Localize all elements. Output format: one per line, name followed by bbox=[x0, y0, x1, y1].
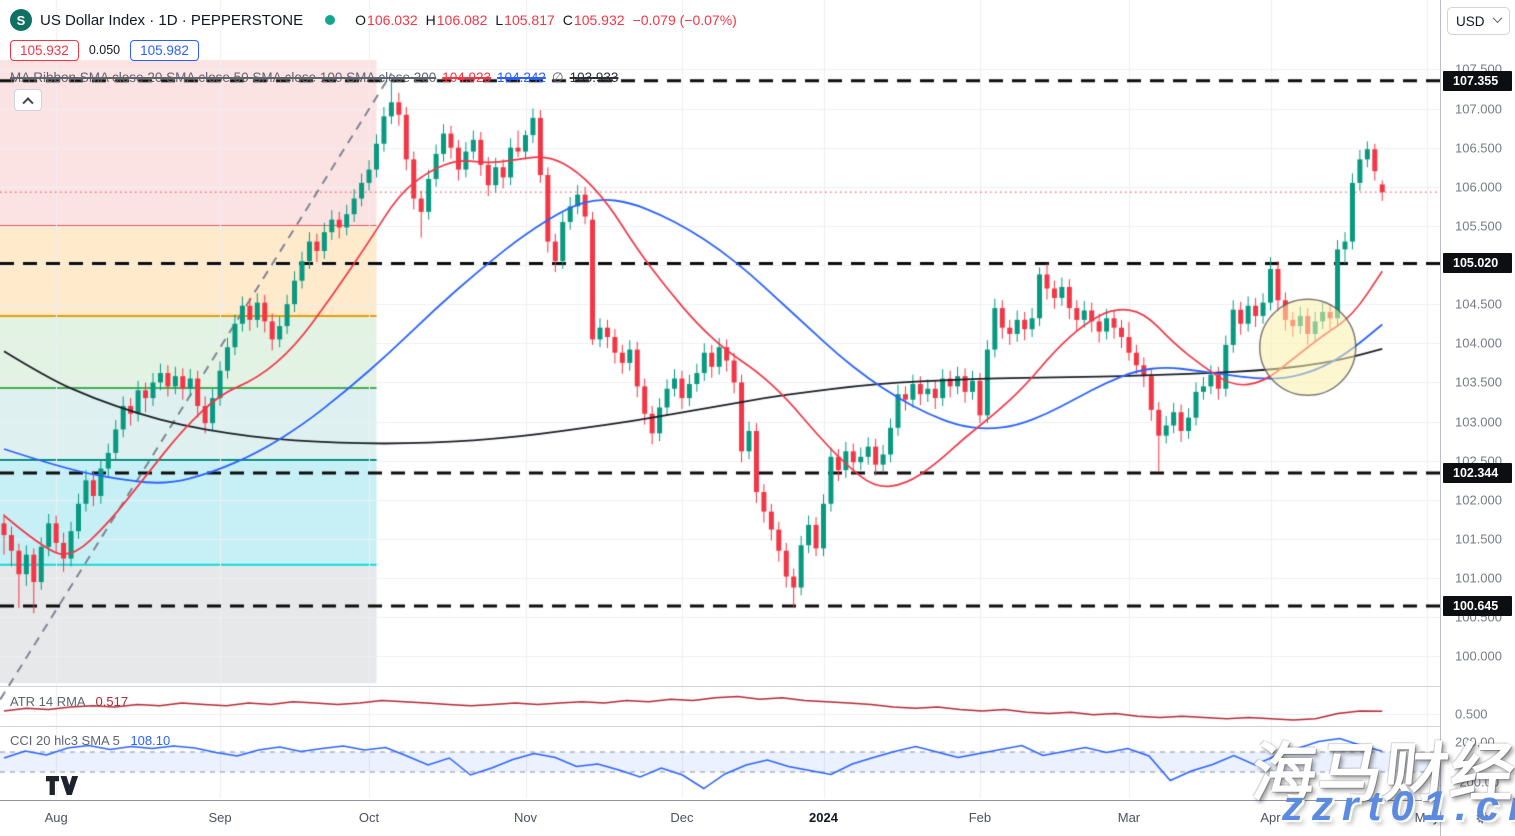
atr-label: ATR 14 RMA bbox=[10, 694, 85, 709]
price-level-badge: 102.344 bbox=[1443, 462, 1512, 483]
atr-value: 0.517 bbox=[95, 694, 129, 709]
price-tick: 102.000 bbox=[1455, 492, 1502, 508]
time-axis-label: Sep bbox=[208, 810, 232, 825]
axis-corner: ⚙ bbox=[1440, 800, 1515, 836]
ma-ribbon-label: MA Ribbon SMA close 20 SMA close 50 SMA … bbox=[10, 70, 437, 85]
sma20-value: 104.923 bbox=[442, 70, 492, 85]
cci-label: CCI 20 hlc3 SMA 5 bbox=[10, 733, 120, 748]
chevron-up-icon bbox=[22, 97, 34, 109]
price-tick: 103.000 bbox=[1455, 414, 1502, 430]
symbol-title[interactable]: US Dollar Index · 1D · PEPPERSTONE bbox=[40, 11, 304, 29]
sma200-value: 103.933 bbox=[569, 70, 619, 85]
currency-label: USD bbox=[1456, 13, 1485, 29]
buy-price-button[interactable]: 105.982 bbox=[130, 39, 199, 61]
cci-tick: -200.00 bbox=[1455, 774, 1500, 790]
price-axis[interactable]: USD 107.500 107.000 106.500 106.000 105.500 1… bbox=[1440, 0, 1515, 800]
sma50-value: 104.242 bbox=[497, 70, 546, 85]
change-value: −0.079 (−0.07%) bbox=[632, 12, 737, 28]
price-tick: 100.000 bbox=[1455, 648, 1502, 664]
spread-value: 0.050 bbox=[88, 43, 121, 57]
gear-icon[interactable]: ⚙ bbox=[1475, 810, 1490, 827]
tradingview-logo-icon[interactable] bbox=[45, 775, 79, 801]
time-axis-label: 2024 bbox=[809, 810, 838, 825]
price-tick: 106.500 bbox=[1455, 140, 1502, 156]
pane-separator[interactable] bbox=[0, 686, 1515, 687]
price-tick: 103.500 bbox=[1455, 374, 1502, 390]
low-value: 105.817 bbox=[504, 12, 555, 28]
price-tick: 106.000 bbox=[1455, 179, 1502, 195]
time-axis-label: Aug bbox=[44, 810, 68, 825]
cci-legend[interactable]: CCI 20 hlc3 SMA 5 108.10 bbox=[10, 733, 170, 748]
pepperstone-logo-icon[interactable]: S bbox=[10, 9, 32, 31]
low-label: L bbox=[495, 12, 504, 28]
time-axis-label: Mar bbox=[1117, 810, 1141, 825]
atr-tick: 0.500 bbox=[1455, 706, 1488, 722]
atr-legend[interactable]: ATR 14 RMA 0.517 bbox=[10, 694, 128, 709]
price-tick: 101.500 bbox=[1455, 531, 1502, 547]
price-tick: 104.500 bbox=[1455, 296, 1502, 312]
close-label: C bbox=[562, 12, 573, 28]
ma-ribbon-legend[interactable]: MA Ribbon SMA close 20 SMA close 50 SMA … bbox=[10, 69, 618, 86]
collapse-legend-button[interactable] bbox=[14, 89, 42, 111]
price-tick: 101.000 bbox=[1455, 570, 1502, 586]
close-value: 105.932 bbox=[573, 12, 625, 28]
ohlc-values: O106.032 H106.082 L105.817 C105.932 bbox=[355, 12, 624, 28]
price-tick: 104.000 bbox=[1455, 335, 1502, 351]
high-label: H bbox=[425, 12, 436, 28]
time-axis-label: Apr bbox=[1260, 810, 1281, 825]
symbol-legend: S US Dollar Index · 1D · PEPPERSTONE O10… bbox=[10, 8, 737, 32]
time-axis[interactable]: Aug Sep Oct Nov Dec 2024 Feb Mar Apr May bbox=[0, 800, 1515, 836]
price-level-badge: 105.020 bbox=[1443, 253, 1512, 274]
time-axis-label: Feb bbox=[968, 810, 992, 825]
price-tick: 105.500 bbox=[1455, 218, 1502, 234]
open-value: 106.032 bbox=[367, 12, 418, 28]
chevron-down-icon bbox=[1492, 13, 1503, 24]
open-label: O bbox=[355, 12, 367, 28]
connection-status-icon bbox=[325, 15, 336, 25]
currency-dropdown[interactable]: USD bbox=[1447, 7, 1510, 35]
high-value: 106.082 bbox=[436, 12, 488, 28]
price-tick: 107.000 bbox=[1455, 101, 1502, 117]
quote-row: 105.932 0.050 105.982 bbox=[10, 38, 199, 62]
pane-separator[interactable] bbox=[0, 726, 1515, 727]
price-level-badge: 107.355 bbox=[1443, 70, 1512, 91]
price-chart-canvas[interactable] bbox=[0, 0, 1440, 800]
time-axis-label: Dec bbox=[670, 810, 694, 825]
time-axis-label: May bbox=[1414, 810, 1440, 825]
price-level-badge: 100.645 bbox=[1443, 595, 1512, 616]
sma100-hidden-icon: ∅ bbox=[551, 69, 564, 85]
cci-tick: 200.00 bbox=[1455, 734, 1495, 750]
cci-value: 108.10 bbox=[130, 733, 171, 748]
time-axis-label: Oct bbox=[358, 810, 380, 825]
time-axis-label: Nov bbox=[513, 810, 538, 825]
sell-price-button[interactable]: 105.932 bbox=[10, 39, 79, 61]
